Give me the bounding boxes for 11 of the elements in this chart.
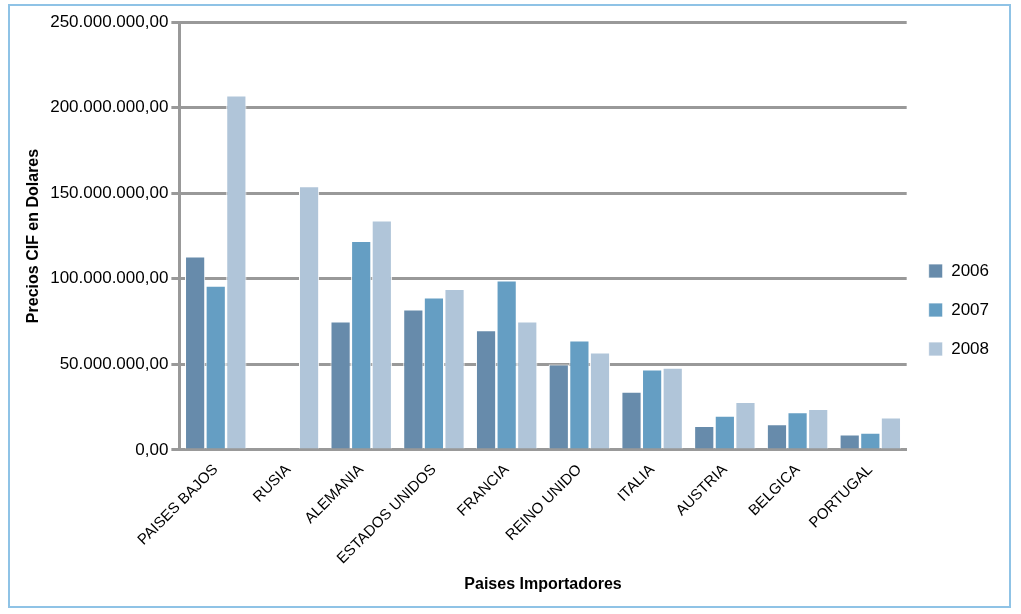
y-tick-label: 100.000.000,00	[50, 268, 169, 288]
x-axis-title: Paises Importadores	[464, 574, 622, 592]
y-axis-title: Precios CIF en Dolares	[24, 148, 42, 324]
legend-label: 2008	[951, 338, 990, 358]
y-tick-label: 200.000.000,00	[50, 97, 169, 117]
y-tick-label: 50.000.000,00	[59, 354, 169, 374]
legend-label: 2006	[951, 260, 990, 280]
y-tick-label: 150.000.000,00	[50, 182, 169, 202]
y-tick-label: 0,00	[135, 439, 169, 459]
y-tick-label: 250.000.000,00	[50, 11, 169, 31]
legend-label: 2007	[951, 299, 990, 319]
